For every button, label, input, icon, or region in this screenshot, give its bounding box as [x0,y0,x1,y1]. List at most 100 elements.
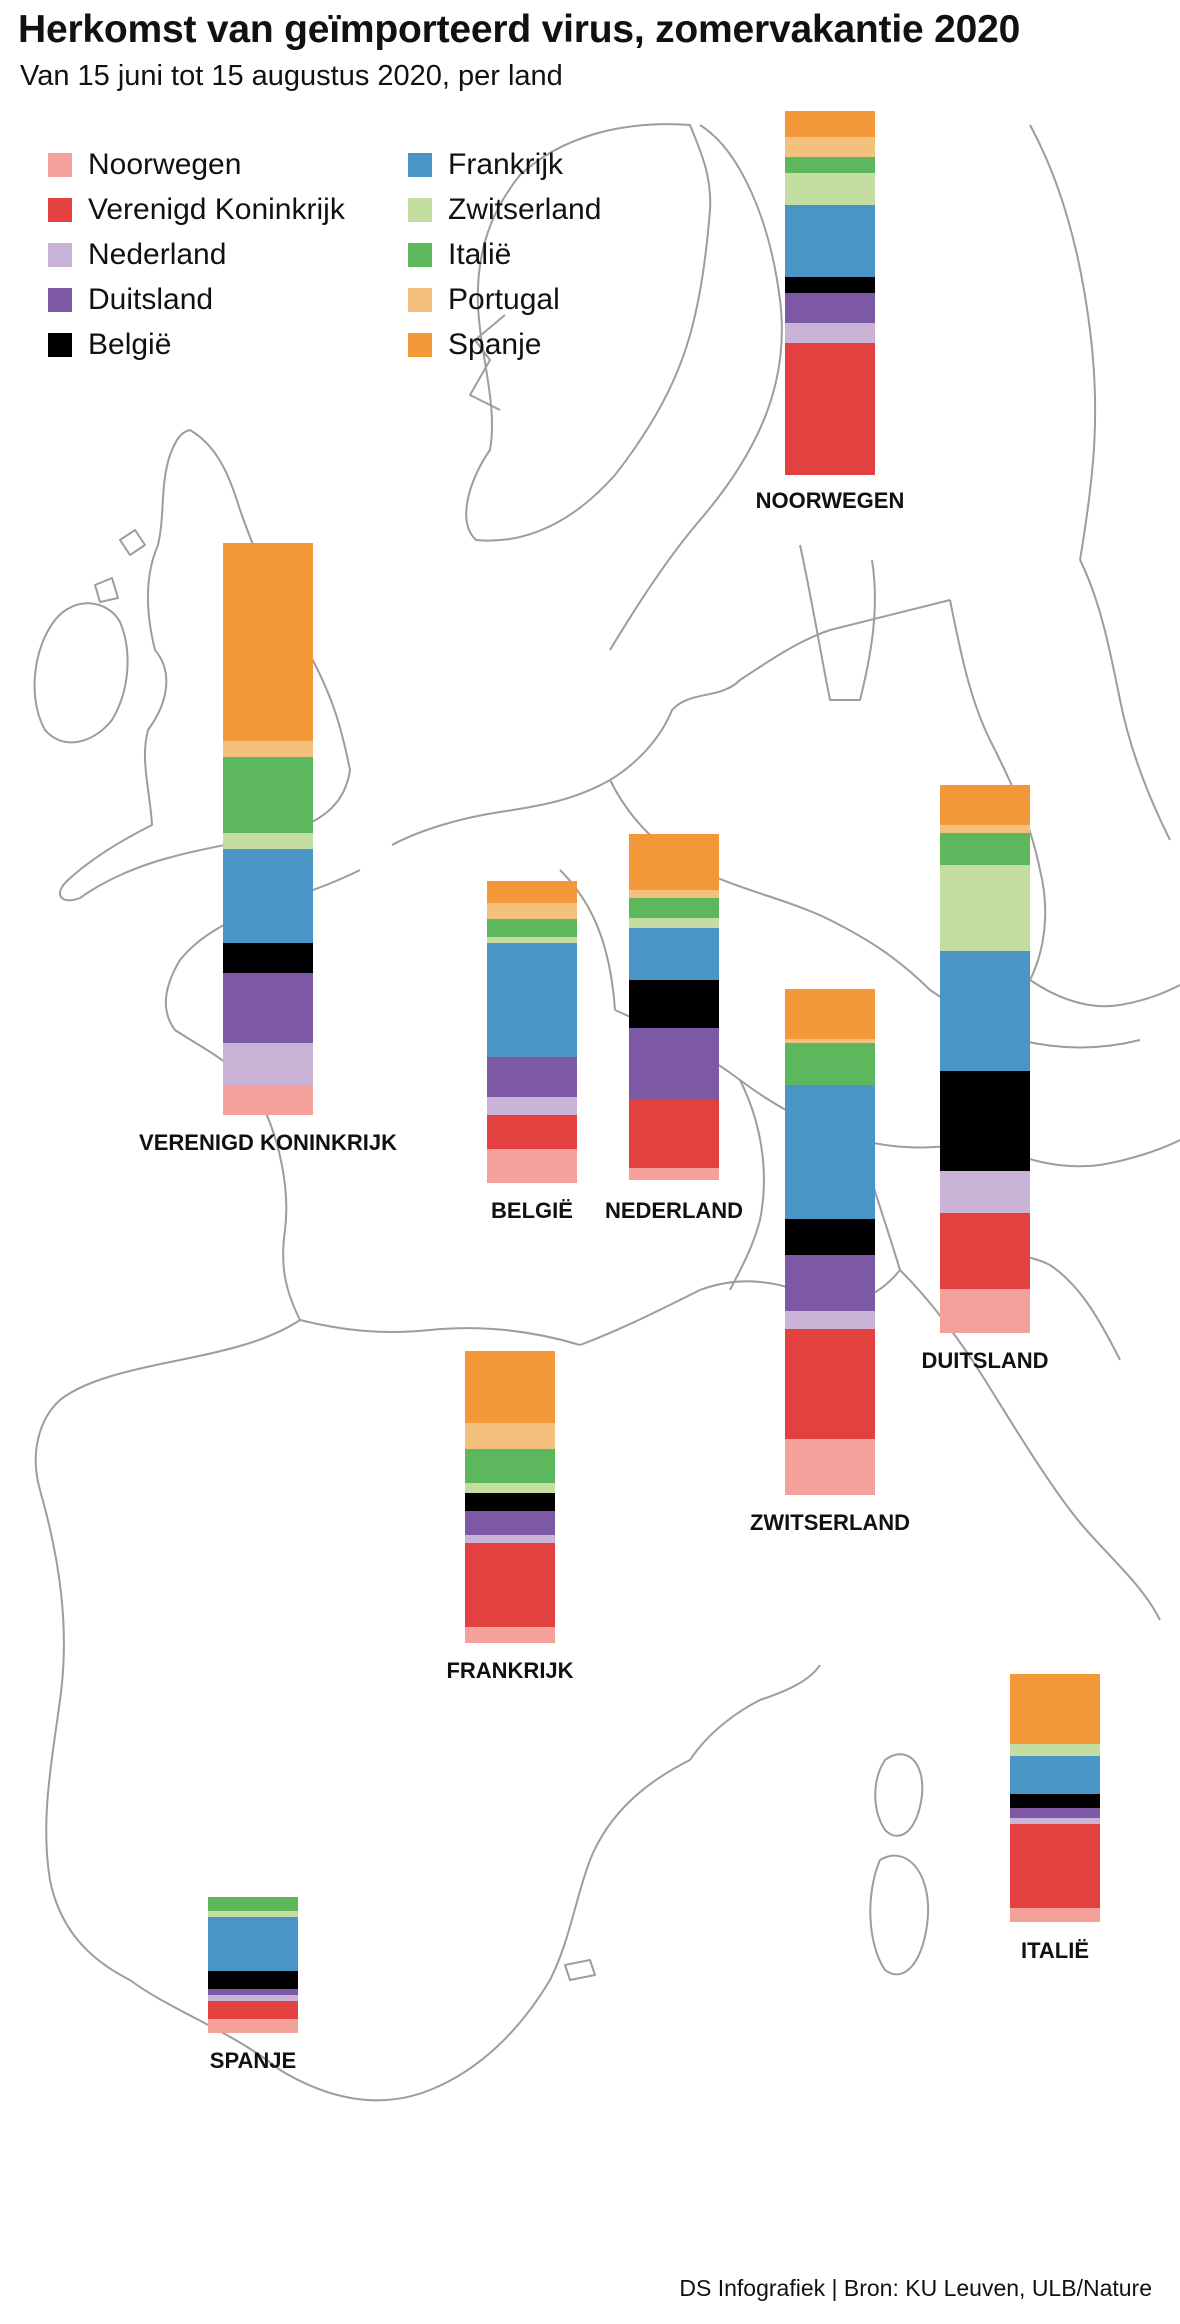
legend-swatch [408,198,432,222]
bar-segment-duitsland [785,293,875,323]
bar-segment-belgië [223,943,313,973]
legend-label: Italië [448,238,512,271]
bar-segment-nederland [785,1311,875,1329]
bar-segment-belgië [208,1971,298,1989]
bar-itali-: ITALIË [1010,1674,1100,1963]
bar-zwitserland: ZWITSERLAND [750,989,910,1535]
bar-segment-italië [465,1449,555,1483]
bar-segment-belgië [465,1493,555,1511]
bar-segment-belgië [785,1219,875,1255]
bar-segment-nederland [465,1535,555,1543]
legend-label: Noorwegen [88,148,242,181]
bar-segment-portugal [629,890,719,898]
bar-segment-duitsland [1010,1808,1100,1818]
bar-segment-spanje [223,543,313,741]
bar-segment-frankrijk [629,928,719,980]
legend-item-portugal: Portugal [408,280,560,320]
bar-segment-noorwegen [940,1289,1030,1333]
bar-segment-italië [487,919,577,937]
legend-swatch [48,243,72,267]
bar-segment-portugal [465,1423,555,1449]
legend-label: Spanje [448,328,542,361]
bar-segment-noorwegen [487,1149,577,1183]
legend-swatch [408,153,432,177]
bar-label: NOORWEGEN [756,488,905,513]
legend-label: Duitsland [88,283,214,316]
bar-segment-zwitserland [940,865,1030,951]
bar-segment-italië [940,833,1030,865]
bar-segment-spanje [940,785,1030,825]
legend-swatch [408,333,432,357]
bar-segment-zwitserland [208,1911,298,1917]
bar-label: FRANKRIJK [446,1658,573,1683]
bar-segment-duitsland [785,1255,875,1311]
bar-segment-noorwegen [785,1439,875,1495]
bar-segment-verenigd koninkrijk [785,343,875,475]
legend-item-noorwegen: Noorwegen [48,145,241,185]
bar-segment-zwitserland [223,833,313,849]
bar-segment-belgië [1010,1794,1100,1808]
bar-segment-noorwegen [629,1168,719,1180]
bar-segment-nederland [940,1171,1030,1213]
bar-segment-duitsland [208,1989,298,1995]
bar-segment-zwitserland [465,1483,555,1493]
bar-segment-duitsland [629,1028,719,1100]
bar-segment-italië [208,1897,298,1911]
bar-segment-belgië [629,980,719,1028]
bar-segment-verenigd koninkrijk [785,1329,875,1439]
bar-segment-noorwegen [223,1085,313,1115]
bar-segment-duitsland [487,1057,577,1097]
legend-item-frankrijk: Frankrijk [408,145,563,185]
legend-swatch [48,153,72,177]
bar-segment-frankrijk [223,849,313,943]
legend-item-belgie: België [48,325,171,365]
bar-noorwegen: NOORWEGEN [756,111,905,513]
bar-segment-zwitserland [629,918,719,928]
bar-segment-portugal [223,741,313,757]
legend-swatch [48,333,72,357]
page-title: Herkomst van geïmporteerd virus, zomerva… [18,8,1021,51]
bar-segment-italië [629,898,719,918]
bar-segment-duitsland [465,1511,555,1535]
legend-item-nederland: Nederland [48,235,226,275]
bar-segment-italië [223,757,313,833]
bar-segment-portugal [785,1039,875,1043]
bar-segment-nederland [785,323,875,343]
footer-source: DS Infografiek | Bron: KU Leuven, ULB/Na… [679,2275,1152,2301]
bar-verenigd-koninkrijk: VERENIGD KONINKRIJK [139,543,397,1155]
bar-segment-verenigd koninkrijk [487,1115,577,1149]
bar-label: DUITSLAND [921,1348,1048,1373]
bar-segment-italië [785,1043,875,1085]
legend-label: Zwitserland [448,193,602,226]
legend-swatch [408,288,432,312]
bar-nederland: NEDERLAND [605,834,743,1223]
legend-item-verenigd-koninkrijk: Verenigd Koninkrijk [48,190,345,230]
bar-segment-portugal [940,825,1030,833]
bar-spanje: SPANJE [208,1897,298,2073]
bar-frankrijk: FRANKRIJK [446,1351,574,1683]
bar-segment-frankrijk [785,1085,875,1219]
legend-label: België [88,328,172,361]
bar-segment-portugal [487,903,577,919]
bar-segment-belgië [785,277,875,293]
bar-label: ITALIË [1021,1938,1089,1963]
bar-segment-nederland [223,1043,313,1085]
legend-label: Verenigd Koninkrijk [88,193,345,226]
bar-segment-noorwegen [208,2019,298,2033]
bar-segment-verenigd koninkrijk [940,1213,1030,1289]
bar-segment-nederland [487,1097,577,1115]
legend-label: Portugal [448,283,560,316]
bar-label: ZWITSERLAND [750,1510,910,1535]
bar-segment-zwitserland [785,173,875,205]
legend-label: Nederland [88,238,227,271]
bar-segment-belgië [940,1071,1030,1171]
bar-segment-frankrijk [785,205,875,277]
bar-segment-spanje [629,834,719,890]
bar-segment-verenigd koninkrijk [629,1100,719,1168]
legend-item-italie: Italië [408,235,511,275]
bar-segment-spanje [785,989,875,1039]
bar-segment-verenigd koninkrijk [465,1543,555,1627]
bar-segment-duitsland [223,973,313,1043]
bar-segment-frankrijk [208,1917,298,1971]
